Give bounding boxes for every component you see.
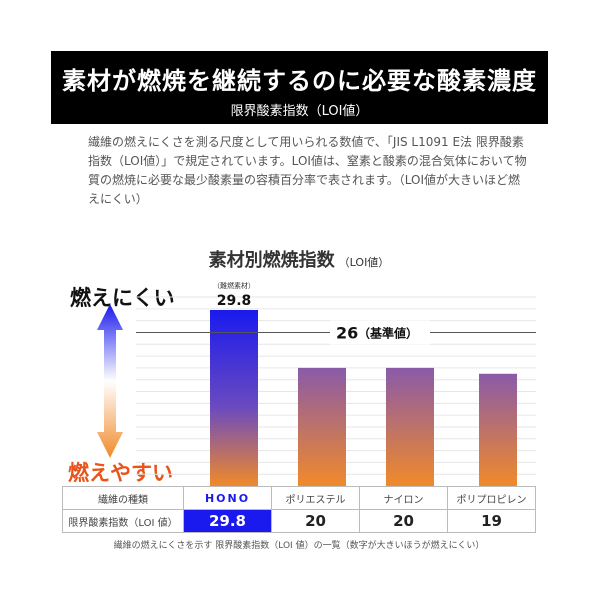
chart-title-unit: （LOI値） bbox=[338, 256, 390, 269]
highlight-note: （難燃素材） bbox=[213, 281, 255, 290]
bar bbox=[210, 310, 258, 486]
reference-label-bg bbox=[330, 320, 430, 345]
scale-label-bottom: 燃えやすい bbox=[68, 461, 173, 485]
scale-label-top: 燃えにくい bbox=[70, 286, 175, 310]
bar bbox=[479, 373, 517, 486]
reference-label-suffix: （基準値） bbox=[358, 325, 418, 340]
table-cell-category: ポリエステル bbox=[271, 486, 360, 510]
table-row: 繊維の種類 HONO ポリエステル ナイロン ポリプロピレン bbox=[62, 486, 536, 510]
bar bbox=[386, 367, 434, 486]
banner-subtitle: 限界酸素指数（LOI値） bbox=[230, 104, 369, 119]
table-cell-value: 29.8 bbox=[183, 509, 272, 533]
chart-title-text: 素材別燃焼指数 bbox=[208, 250, 335, 271]
banner-title: 素材が燃焼を継続するのに必要な酸素濃度 bbox=[62, 67, 537, 95]
scale-arrow bbox=[97, 304, 123, 458]
table-cell-value: 20 bbox=[359, 509, 448, 533]
title-banner: 素材が燃焼を継続するのに必要な酸素濃度 限界酸素指数（LOI値） bbox=[51, 51, 548, 124]
table-cell-category: ナイロン bbox=[359, 486, 448, 510]
reference-label: 26 bbox=[336, 323, 358, 342]
table-cell-category: HONO bbox=[183, 486, 272, 510]
data-label: 29.8 bbox=[217, 293, 252, 309]
bar bbox=[298, 367, 346, 486]
table-cell-category: ポリプロピレン bbox=[447, 486, 536, 510]
table-row-label-loi: 限界酸素指数（LOI 値） bbox=[62, 509, 184, 533]
chart-title: 素材別燃焼指数 （LOI値） bbox=[0, 246, 598, 272]
double-arrow-icon bbox=[97, 304, 123, 458]
table-row-label-type: 繊維の種類 bbox=[62, 486, 184, 510]
data-table: 繊維の種類 HONO ポリエステル ナイロン ポリプロピレン 限界酸素指数（LO… bbox=[62, 486, 536, 533]
table-cell-value: 19 bbox=[447, 509, 536, 533]
footnote: 繊維の燃えにくさを示す 限界酸素指数（LOI 値）の一覧（数字が大きいほうが燃え… bbox=[113, 541, 485, 551]
table-row: 限界酸素指数（LOI 値） 29.8 20 20 19 bbox=[62, 509, 536, 533]
description-text: 繊維の燃えにくさを測る尺度として用いられる数値で、「JIS L1091 E法 限… bbox=[88, 135, 527, 206]
table-cell-value: 20 bbox=[271, 509, 360, 533]
